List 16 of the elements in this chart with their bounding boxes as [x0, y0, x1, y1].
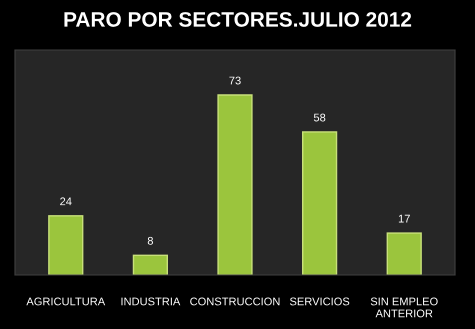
bar [386, 232, 422, 275]
data-label: 24 [60, 197, 72, 206]
bar [217, 94, 253, 275]
x-tick-label: AGRICULTURA [26, 298, 106, 306]
bar [132, 254, 168, 275]
x-tick-label: SERVICIOS [290, 298, 350, 306]
data-label: 73 [229, 76, 241, 84]
bar [302, 131, 338, 275]
data-label: 17 [398, 214, 410, 222]
x-tick-label: INDUSTRIA [121, 298, 180, 306]
data-label: 58 [314, 114, 326, 122]
x-tick-label: SIN EMPLEO ANTERIOR [370, 298, 438, 318]
bar [48, 215, 84, 275]
chart-title: PARO POR SECTORES.JULIO 2012 [64, 12, 412, 27]
data-label: 8 [148, 236, 153, 245]
x-tick-label: CONSTRUCCION [190, 298, 280, 306]
